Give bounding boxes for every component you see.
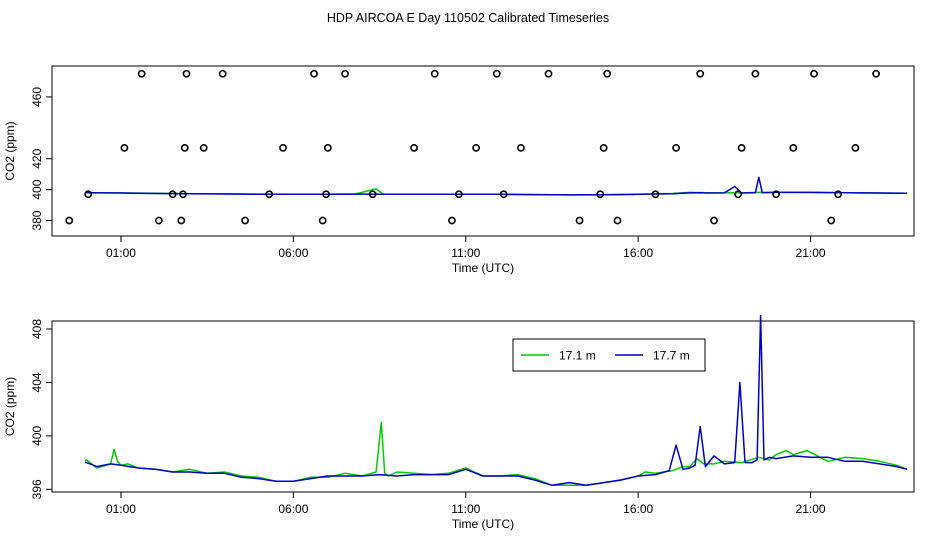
bottom-panel: 01:00 06:00 11:00 16:00 21:00 396 400 404 408 Tim…	[3, 314, 915, 531]
plot-frame	[51, 65, 915, 237]
y-tick-label: 400	[30, 426, 44, 446]
data-point	[672, 144, 680, 152]
y-tick-label: 380	[30, 210, 44, 230]
data-point	[341, 69, 349, 78]
data-point	[448, 216, 456, 225]
x-tick-label: 11:00	[451, 502, 480, 516]
data-point	[499, 190, 508, 199]
x-tick-label: 16:00	[623, 246, 653, 260]
x-tick-label: 01:00	[106, 502, 136, 516]
data-point	[65, 216, 74, 225]
x-tick-label: 21:00	[796, 502, 826, 516]
x-tick-label: 16:00	[623, 502, 653, 516]
y-tick-label: 404	[30, 372, 44, 392]
data-point	[737, 144, 746, 152]
data-point	[179, 190, 187, 199]
legend: 17.1 m 17.7 m	[512, 338, 706, 372]
data-point	[517, 144, 525, 152]
series-line-17-7-m	[84, 314, 908, 487]
data-point	[599, 144, 608, 152]
series-line	[86, 176, 908, 196]
data-point	[603, 69, 612, 78]
y-tick-label: 396	[30, 479, 44, 499]
x-tick-label: 01:00	[106, 246, 136, 260]
data-point	[368, 190, 377, 199]
data-point	[137, 69, 146, 78]
data-point	[430, 69, 439, 78]
data-point	[651, 190, 660, 199]
x-axis-label: Time (UTC)	[452, 517, 514, 531]
data-point	[182, 69, 191, 78]
data-point	[218, 69, 227, 78]
legend-label: 17.1 m	[559, 349, 596, 363]
data-point	[696, 69, 705, 78]
data-point	[154, 216, 163, 225]
y-tick-label: 420	[30, 148, 44, 168]
x-tick-label: 21:00	[796, 246, 826, 260]
data-point	[454, 190, 463, 199]
data-point	[810, 69, 818, 78]
y-tick-label: 408	[30, 319, 44, 339]
data-point	[310, 69, 318, 78]
data-point	[789, 144, 798, 152]
data-point	[827, 216, 836, 225]
x-axis-label: Time (UTC)	[452, 261, 514, 275]
data-point	[544, 69, 553, 78]
data-point	[322, 190, 331, 199]
x-tick-label: 06:00	[278, 246, 308, 260]
data-point	[872, 69, 880, 78]
data-point	[834, 190, 843, 199]
plot-frame	[51, 320, 915, 493]
y-axis-label: CO2 (ppm)	[3, 121, 17, 180]
x-tick-label: 11:00	[451, 246, 480, 260]
data-point	[751, 69, 760, 78]
data-point	[472, 144, 481, 152]
y-tick-label: 400	[30, 179, 44, 199]
data-point	[734, 190, 743, 199]
data-point	[323, 144, 332, 152]
data-point	[84, 190, 93, 199]
top-panel: 01:00 06:00 11:00 16:00 21:00 380 400 420 460 Tim…	[3, 65, 915, 275]
data-point	[575, 216, 584, 225]
data-point	[279, 144, 287, 152]
data-point	[168, 190, 177, 199]
data-point	[177, 216, 186, 225]
x-tick-label: 06:00	[278, 502, 308, 516]
y-tick-label: 460	[30, 87, 44, 107]
legend-label: 17.7 m	[653, 349, 690, 363]
data-point	[318, 216, 327, 225]
data-point	[492, 69, 501, 78]
data-point	[410, 144, 418, 152]
data-point	[180, 144, 189, 152]
y-axis-label: CO2 (ppm)	[3, 377, 17, 436]
data-point	[613, 216, 622, 225]
data-point	[241, 216, 249, 225]
data-point	[596, 190, 605, 199]
data-point	[120, 144, 129, 152]
data-point	[265, 190, 274, 199]
data-point	[772, 190, 780, 199]
chart-title: HDP AIRCOA E Day 110502 Calibrated Times…	[327, 11, 609, 25]
data-point	[199, 144, 208, 152]
data-point	[851, 144, 860, 152]
data-point	[710, 216, 718, 225]
